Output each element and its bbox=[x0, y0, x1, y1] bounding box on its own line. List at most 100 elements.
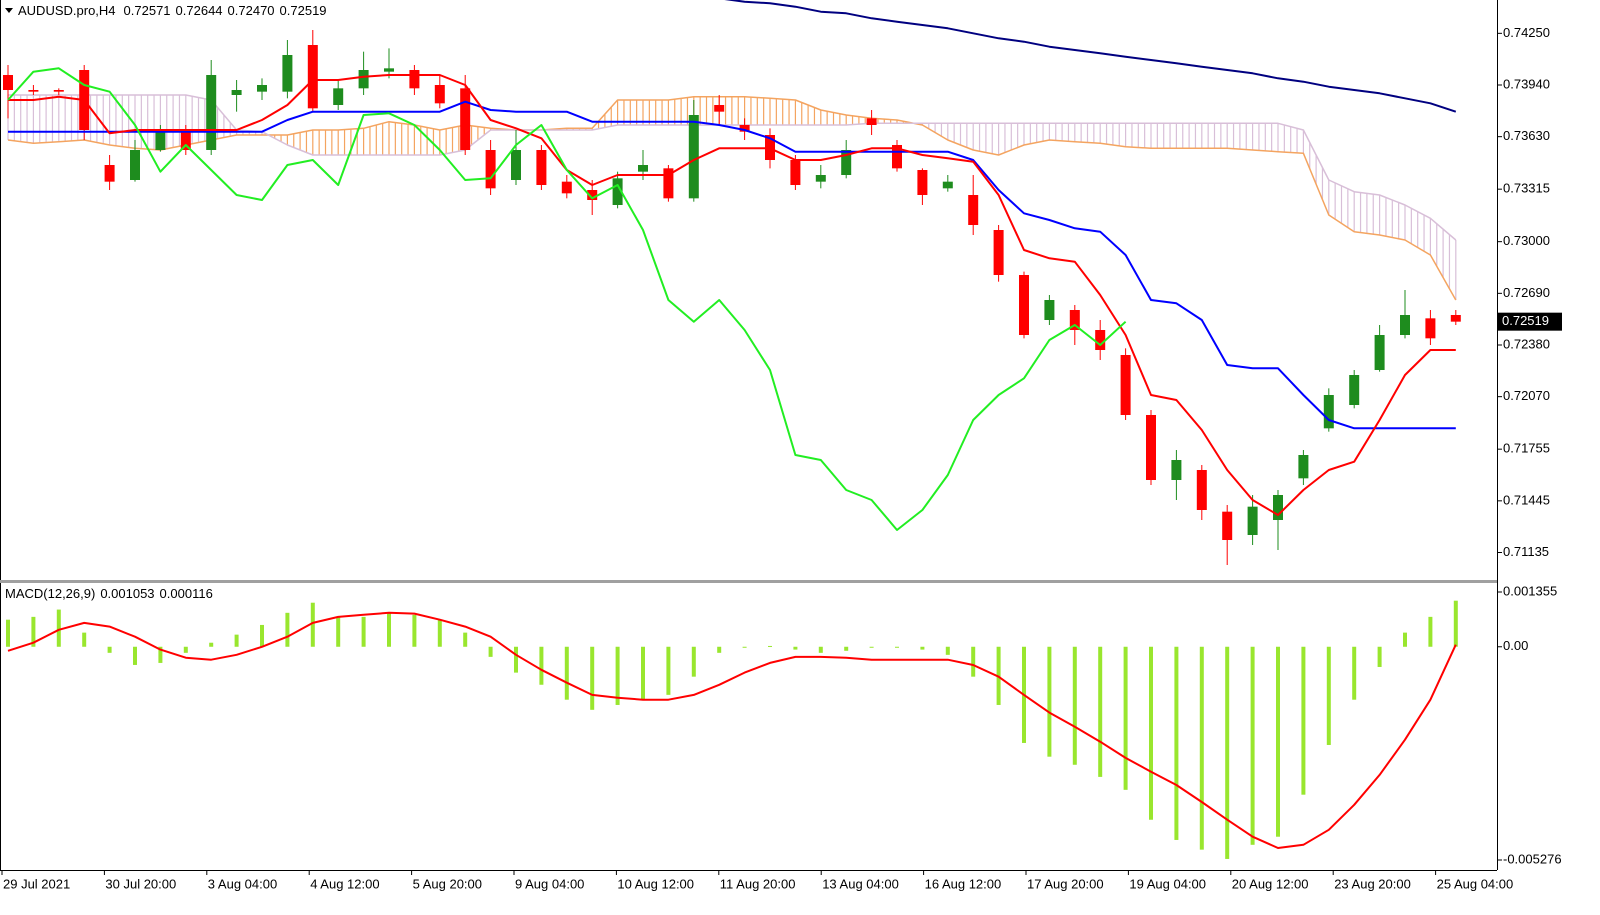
macd-bar bbox=[82, 632, 87, 647]
candle-body bbox=[307, 45, 318, 109]
axes: 0.74250 0.73940 0.73630 0.73315 0.73000 0.726… bbox=[0, 0, 1562, 891]
candle-body bbox=[1196, 470, 1207, 510]
y-tick-label: 0.72070 bbox=[1503, 388, 1550, 403]
macd-bar bbox=[1098, 646, 1103, 777]
macd-bar bbox=[869, 646, 874, 648]
macd-bar bbox=[1276, 646, 1280, 837]
macd-bar bbox=[361, 616, 366, 647]
y-tick-label: 0.73940 bbox=[1503, 76, 1550, 91]
macd-bar bbox=[641, 646, 645, 700]
macd-bar bbox=[1428, 616, 1433, 647]
x-tick-label: 9 Aug 04:00 bbox=[515, 876, 584, 891]
candle-body bbox=[993, 230, 1004, 275]
y-tick-label: 0.73000 bbox=[1503, 233, 1550, 248]
ohlc-high: 0.72644 bbox=[176, 3, 223, 18]
y-tick-label: 0.71445 bbox=[1503, 492, 1550, 507]
candle-body bbox=[1450, 315, 1461, 322]
y-tick-label: 0.72380 bbox=[1503, 336, 1550, 351]
price-tag-label: 0.72519 bbox=[1502, 313, 1549, 328]
dropdown-triangle[interactable] bbox=[5, 8, 13, 13]
indicator-line bbox=[8, 100, 1456, 430]
candle-body bbox=[1171, 460, 1182, 480]
x-tick-label: 29 Jul 2021 bbox=[3, 876, 70, 891]
ohlc-close: 0.72519 bbox=[280, 3, 327, 18]
candle-body bbox=[866, 118, 877, 125]
macd-bar bbox=[488, 646, 493, 657]
candle-body bbox=[1374, 335, 1385, 370]
macd-bar bbox=[234, 634, 239, 647]
candle-body bbox=[638, 165, 648, 172]
y-tick-label: 0.00 bbox=[1503, 638, 1528, 653]
macd-bar bbox=[1403, 632, 1407, 647]
x-tick-label: 11 Aug 20:00 bbox=[720, 876, 796, 891]
ohlc-low: 0.72470 bbox=[228, 3, 275, 18]
candle-body bbox=[1298, 455, 1309, 479]
x-tick-label: 4 Aug 12:00 bbox=[310, 876, 379, 891]
signal-value: 0.000116 bbox=[160, 586, 213, 601]
candle-body bbox=[1095, 330, 1106, 350]
signal-line bbox=[7, 611, 1457, 849]
candle-body bbox=[3, 75, 13, 90]
macd-bar bbox=[768, 645, 772, 647]
macd-bar bbox=[107, 646, 112, 653]
x-tick-label: 20 Aug 12:00 bbox=[1232, 876, 1309, 891]
macd-bar bbox=[260, 624, 264, 647]
x-tick-label: 16 Aug 12:00 bbox=[925, 876, 1002, 891]
senkou-span-a bbox=[7, 95, 1457, 301]
candle-body bbox=[358, 70, 369, 89]
candle-body bbox=[612, 178, 623, 205]
candle-body bbox=[1044, 300, 1055, 320]
x-tick-label: 25 Aug 04:00 bbox=[1437, 876, 1514, 891]
candle-body bbox=[942, 181, 953, 189]
y-tick-label: 0.72690 bbox=[1503, 285, 1550, 300]
macd-bar bbox=[971, 646, 976, 677]
macd-bar bbox=[1174, 646, 1179, 840]
macd-bar bbox=[1326, 646, 1331, 745]
macd-plot bbox=[6, 600, 1458, 859]
macd-bar bbox=[1072, 646, 1077, 765]
symbol: AUDUSD.pro,H4 bbox=[18, 3, 116, 18]
candle-body bbox=[257, 85, 267, 92]
candle-body bbox=[28, 90, 39, 92]
macd-bar bbox=[1301, 646, 1306, 795]
x-tick-label: 10 Aug 12:00 bbox=[617, 876, 694, 891]
macd-bar bbox=[412, 614, 417, 647]
y-tick-label: 0.73315 bbox=[1503, 181, 1550, 196]
candle-body bbox=[688, 115, 699, 199]
macd-bar bbox=[1123, 646, 1128, 790]
macd-bar bbox=[615, 646, 620, 705]
x-tick-label: 19 Aug 04:00 bbox=[1129, 876, 1206, 891]
candle-body bbox=[384, 68, 394, 72]
y-tick-label: -0.005276 bbox=[1503, 851, 1562, 866]
macd-bar bbox=[158, 646, 163, 663]
macd-bar bbox=[133, 646, 137, 665]
macd-bar bbox=[1377, 646, 1382, 667]
macd-bar bbox=[793, 646, 798, 650]
macd-name: MACD(12,26,9) bbox=[5, 586, 95, 601]
x-tick-label: 3 Aug 04:00 bbox=[208, 876, 277, 891]
candle-body bbox=[1146, 415, 1156, 480]
candle-body bbox=[206, 75, 217, 150]
header-text: AUDUSD.pro,H4 0.72571 0.72644 0.72470 0.7251… bbox=[18, 3, 327, 18]
candle-body bbox=[180, 130, 191, 150]
candle-body bbox=[333, 88, 344, 105]
y-tick-label: 0.71755 bbox=[1503, 441, 1550, 456]
macd-bar bbox=[742, 646, 747, 648]
x-tick-label: 23 Aug 20:00 bbox=[1334, 876, 1411, 891]
candle-body bbox=[536, 150, 547, 185]
candle-body bbox=[1323, 395, 1334, 429]
candle-body bbox=[460, 88, 471, 150]
candle-body bbox=[1019, 275, 1029, 335]
candle-body bbox=[587, 190, 598, 200]
macd-bar bbox=[183, 646, 188, 653]
y-tick-label: 0.71135 bbox=[1503, 544, 1549, 559]
macd-bar bbox=[539, 646, 544, 685]
macd-bar bbox=[1250, 646, 1255, 845]
candle-body bbox=[663, 168, 674, 199]
macd-bar bbox=[1047, 646, 1052, 757]
candle-body bbox=[968, 195, 979, 225]
macd-bar bbox=[437, 619, 442, 647]
candle-body bbox=[511, 150, 521, 180]
